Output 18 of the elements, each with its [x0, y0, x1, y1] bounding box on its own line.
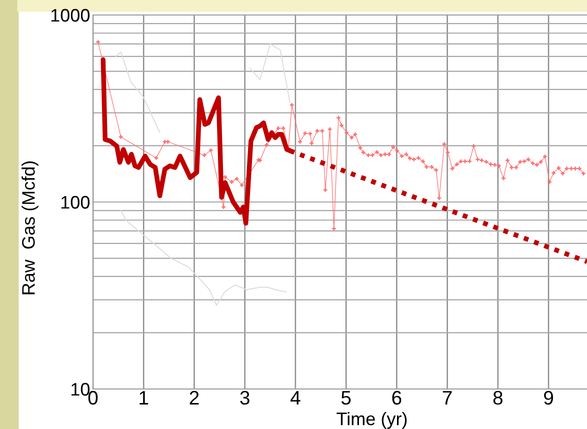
x-tick-label: 6 — [392, 390, 402, 405]
line-series — [115, 52, 160, 134]
x-tick-label: 2 — [190, 390, 199, 404]
x-tick-label: 0 — [88, 390, 98, 405]
y-tick-label: 1000 — [51, 8, 90, 22]
x-axis-title: Time (yr) — [336, 412, 407, 429]
x-tick-label: 7 — [442, 391, 452, 404]
y-tick-label: 10 — [72, 382, 90, 396]
y-axis-title: Raw Gas (Mcfd) — [22, 161, 38, 294]
x-tick-label: 9 — [544, 390, 554, 405]
x-tick-label: 3 — [240, 390, 250, 405]
y-tick-label: 100 — [61, 196, 90, 209]
x-tick-label: 8 — [493, 390, 502, 405]
line-series — [249, 43, 290, 104]
x-tick-label: 4 — [290, 391, 300, 404]
x-tick-label: 5 — [341, 391, 351, 405]
line-series — [120, 210, 287, 306]
x-tick-label: 1 — [140, 391, 148, 404]
